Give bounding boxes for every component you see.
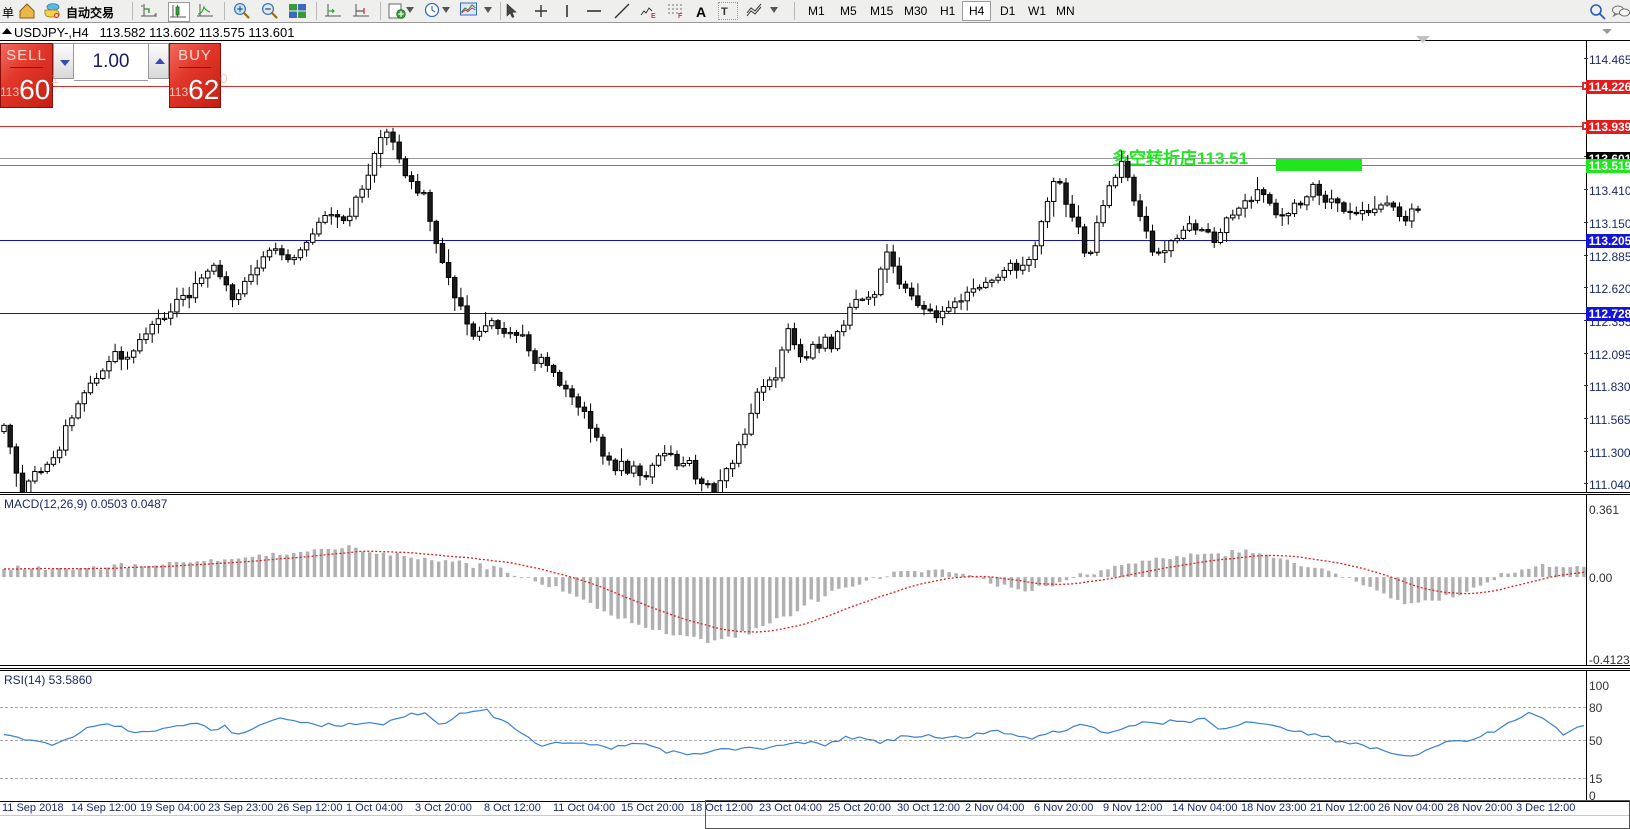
svg-text:T: T (721, 6, 728, 18)
svg-text:F: F (678, 13, 683, 18)
svg-text:E: E (651, 13, 656, 19)
